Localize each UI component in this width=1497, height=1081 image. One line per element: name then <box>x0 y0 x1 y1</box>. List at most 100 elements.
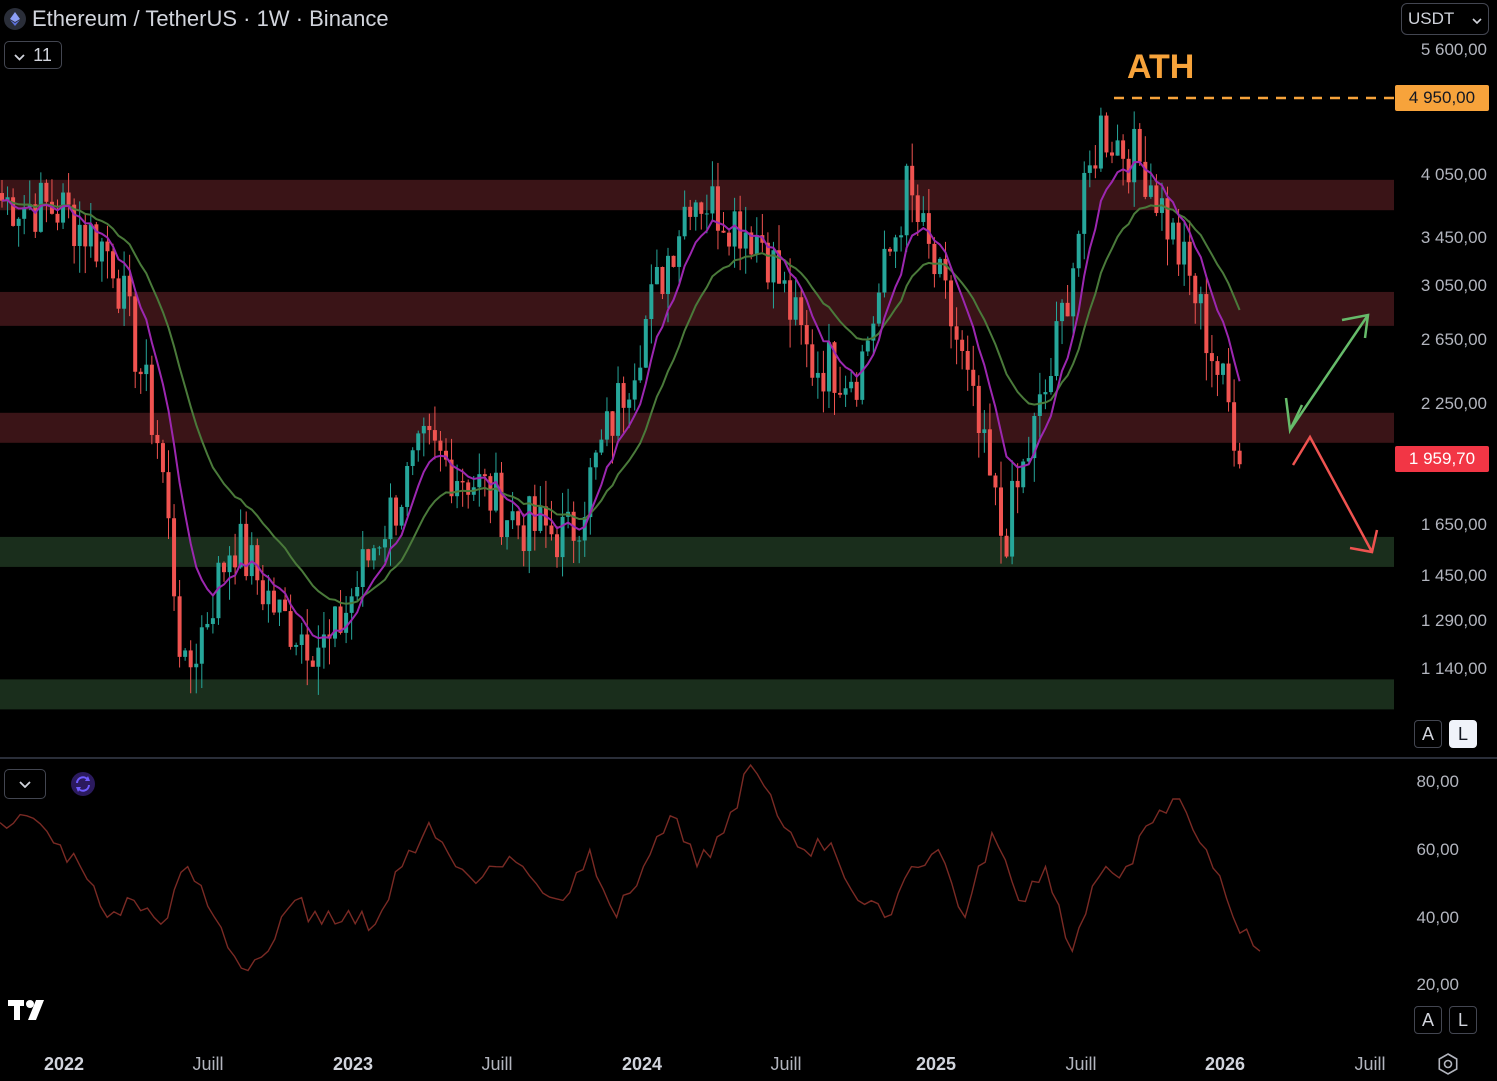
candle-body <box>338 606 343 633</box>
candle-body <box>1004 535 1009 557</box>
candle-body <box>865 340 870 352</box>
candle-body <box>749 232 754 255</box>
candle-body <box>99 241 104 262</box>
candle-body <box>366 549 371 561</box>
candle-body <box>66 192 71 205</box>
candle-body <box>477 474 482 488</box>
candle-body <box>444 450 448 460</box>
candle-body <box>1060 302 1065 322</box>
candle-body <box>771 250 776 283</box>
candle-body <box>421 425 426 434</box>
candle-body <box>1015 480 1020 488</box>
candle-body <box>116 278 121 309</box>
time-label: 2025 <box>915 1054 957 1074</box>
candle-body <box>888 248 892 252</box>
candle-body <box>416 433 421 451</box>
log-scale-button[interactable]: L <box>1449 1006 1477 1034</box>
resistance-zone <box>0 412 1394 443</box>
oscillator-line <box>0 763 1261 972</box>
candle-body <box>122 275 127 309</box>
candle-body <box>371 548 376 561</box>
candle-body <box>377 547 382 549</box>
candle-body <box>1154 185 1159 213</box>
bullish-arrow-head-right <box>1341 313 1370 339</box>
candle-body <box>283 599 288 612</box>
chevron-down-icon <box>14 45 25 66</box>
candle-body <box>33 204 38 232</box>
tradingview-logo[interactable] <box>8 998 54 1029</box>
candle-body <box>838 392 843 395</box>
candle-body <box>11 197 16 226</box>
candle-body <box>643 319 648 368</box>
price-chart[interactable] <box>0 0 1497 757</box>
candle-body <box>516 511 521 526</box>
candle-body <box>27 204 32 208</box>
candle-body <box>699 202 704 214</box>
candle-body <box>788 280 793 320</box>
title-bar: Ethereum / TetherUS · 1W · Binance <box>4 4 389 34</box>
candle-body <box>721 230 726 233</box>
candle-body <box>627 399 632 408</box>
candle-body <box>555 534 559 558</box>
candle-body <box>510 511 515 521</box>
candle-body <box>1065 302 1070 317</box>
candle-body <box>982 429 987 434</box>
candle-body <box>333 606 337 639</box>
log-scale-button[interactable]: L <box>1449 720 1477 748</box>
candle-body <box>410 450 415 467</box>
candle-body <box>1171 222 1176 240</box>
candle-body <box>677 236 682 267</box>
candle-body <box>310 660 315 667</box>
candle-body <box>582 517 587 541</box>
settings-gear-icon[interactable] <box>1436 1052 1460 1081</box>
oscillator-label: 80,00 <box>1416 772 1459 791</box>
oscillator-chart[interactable] <box>0 760 1400 1040</box>
indicators-toggle-button[interactable]: 11 <box>4 41 62 69</box>
candle-body <box>937 258 942 275</box>
candle-body <box>244 523 249 577</box>
candle-body <box>405 466 410 507</box>
candle-body <box>743 232 748 249</box>
candle-body <box>1087 165 1092 173</box>
oscillator-collapse-button[interactable] <box>4 769 46 799</box>
candle-body <box>1071 268 1076 317</box>
candle-body <box>821 372 826 392</box>
candle-body <box>499 472 504 538</box>
candle-body <box>194 663 199 668</box>
candle-body <box>482 474 487 477</box>
candle-body <box>632 380 637 400</box>
refresh-icon[interactable] <box>70 771 96 802</box>
candle-body <box>616 383 621 436</box>
candle-body <box>638 367 643 381</box>
candle-body <box>882 248 887 293</box>
candle-body <box>1032 415 1037 459</box>
candle-body <box>666 255 670 295</box>
candle-body <box>205 623 210 628</box>
candle-body <box>233 555 238 568</box>
candle-body <box>255 545 260 581</box>
candle-body <box>133 296 138 372</box>
pane-divider[interactable] <box>0 757 1497 759</box>
candle-body <box>1198 294 1203 304</box>
candle-body <box>815 372 820 378</box>
candle-body <box>277 599 282 613</box>
candle-body <box>1209 353 1214 362</box>
candle-body <box>793 297 798 320</box>
auto-scale-button[interactable]: A <box>1414 1006 1442 1034</box>
ema-slow-line <box>1 199 1241 605</box>
candle-body <box>1021 461 1026 488</box>
auto-scale-button[interactable]: A <box>1414 720 1442 748</box>
candle-body <box>166 472 171 519</box>
candle-body <box>488 476 493 511</box>
candle-body <box>77 224 82 247</box>
last-price-tag: 1 959,70 <box>1395 446 1489 472</box>
currency-select[interactable]: USDT <box>1401 3 1489 35</box>
candle-body <box>593 452 598 468</box>
price-label: 5 600,00 <box>1420 40 1487 59</box>
candle-body <box>1193 275 1198 304</box>
candle-body <box>999 487 1003 536</box>
symbol-title[interactable]: Ethereum / TetherUS · 1W · Binance <box>32 6 389 31</box>
bearish-arrow-head <box>1349 529 1379 554</box>
candle-body <box>355 586 360 597</box>
candle-body <box>432 430 437 441</box>
